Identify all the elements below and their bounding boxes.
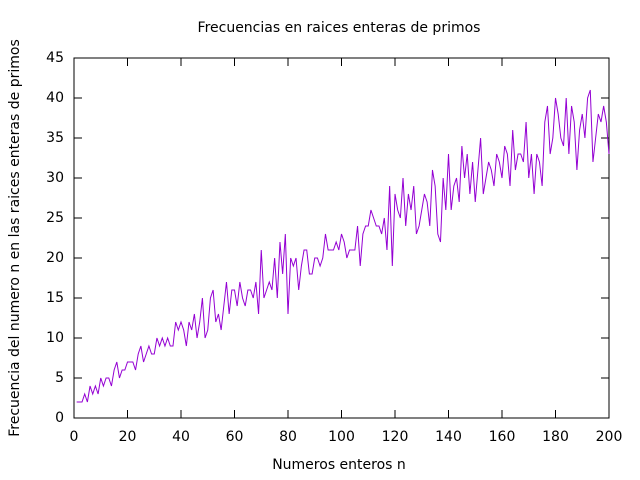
y-tick-label: 30 bbox=[46, 170, 64, 186]
y-tick-label: 15 bbox=[46, 290, 64, 306]
y-tick-label: 20 bbox=[46, 250, 64, 266]
x-tick-label: 20 bbox=[119, 429, 137, 445]
x-tick-label: 120 bbox=[382, 429, 409, 445]
x-tick-label: 40 bbox=[172, 429, 190, 445]
x-tick-label: 160 bbox=[489, 429, 516, 445]
x-tick-label: 140 bbox=[435, 429, 462, 445]
x-tick-label: 60 bbox=[226, 429, 244, 445]
y-tick-label: 10 bbox=[46, 330, 64, 346]
y-tick-label: 25 bbox=[46, 210, 64, 226]
x-tick-label: 100 bbox=[328, 429, 355, 445]
x-tick-label: 0 bbox=[70, 429, 79, 445]
y-tick-label: 0 bbox=[55, 410, 64, 426]
x-tick-label: 180 bbox=[542, 429, 569, 445]
y-axis-label: Frecuencia del numero n en las raices en… bbox=[7, 39, 23, 436]
data-line bbox=[76, 89, 610, 403]
x-tick-label: 80 bbox=[279, 429, 297, 445]
x-axis-label: Numeros enteros n bbox=[272, 457, 406, 473]
y-tick-label: 35 bbox=[46, 130, 64, 146]
plot-border bbox=[73, 57, 610, 419]
x-tick-label: 200 bbox=[596, 429, 623, 445]
y-tick-label: 5 bbox=[55, 370, 64, 386]
y-tick-label: 40 bbox=[46, 90, 64, 106]
chart-title: Frecuencias en raices enteras de primos bbox=[198, 20, 481, 36]
y-tick-label: 45 bbox=[46, 50, 64, 66]
